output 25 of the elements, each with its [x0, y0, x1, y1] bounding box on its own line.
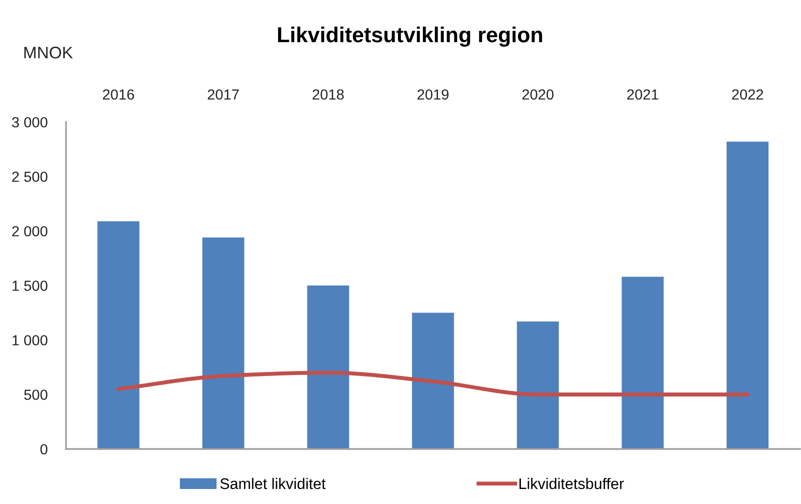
y-tick-label: 3 000 [12, 117, 48, 128]
x-tick-label: 2016 [102, 89, 134, 100]
x-tick-label: 2022 [732, 89, 764, 100]
x-tick-label: 2021 [627, 89, 658, 100]
x-tick-label: 2018 [312, 89, 344, 100]
bar [202, 238, 244, 449]
bar [412, 312, 454, 449]
y-tick-label: 500 [24, 390, 48, 400]
bar [97, 221, 140, 449]
bar [307, 286, 350, 449]
chart-title: Likviditetsutvikling region [278, 26, 542, 47]
bar [726, 142, 769, 449]
x-tick-label: 2019 [418, 89, 449, 100]
y-tick-label: 0 [40, 444, 48, 454]
y-tick-label: 1 000 [12, 335, 48, 346]
x-tick-label: 2017 [208, 89, 239, 100]
y-tick-label: 2 500 [12, 172, 48, 182]
legend-label: Likviditetsbuffer [519, 478, 624, 490]
y-tick-label: 1 500 [12, 280, 48, 291]
x-tick-label: 2020 [522, 89, 554, 100]
y-axis-title: MNOK [24, 46, 73, 58]
bar [516, 321, 559, 449]
y-tick-label: 2 000 [12, 226, 48, 236]
bar [622, 276, 664, 449]
legend-label: Samlet likviditet [220, 478, 326, 490]
